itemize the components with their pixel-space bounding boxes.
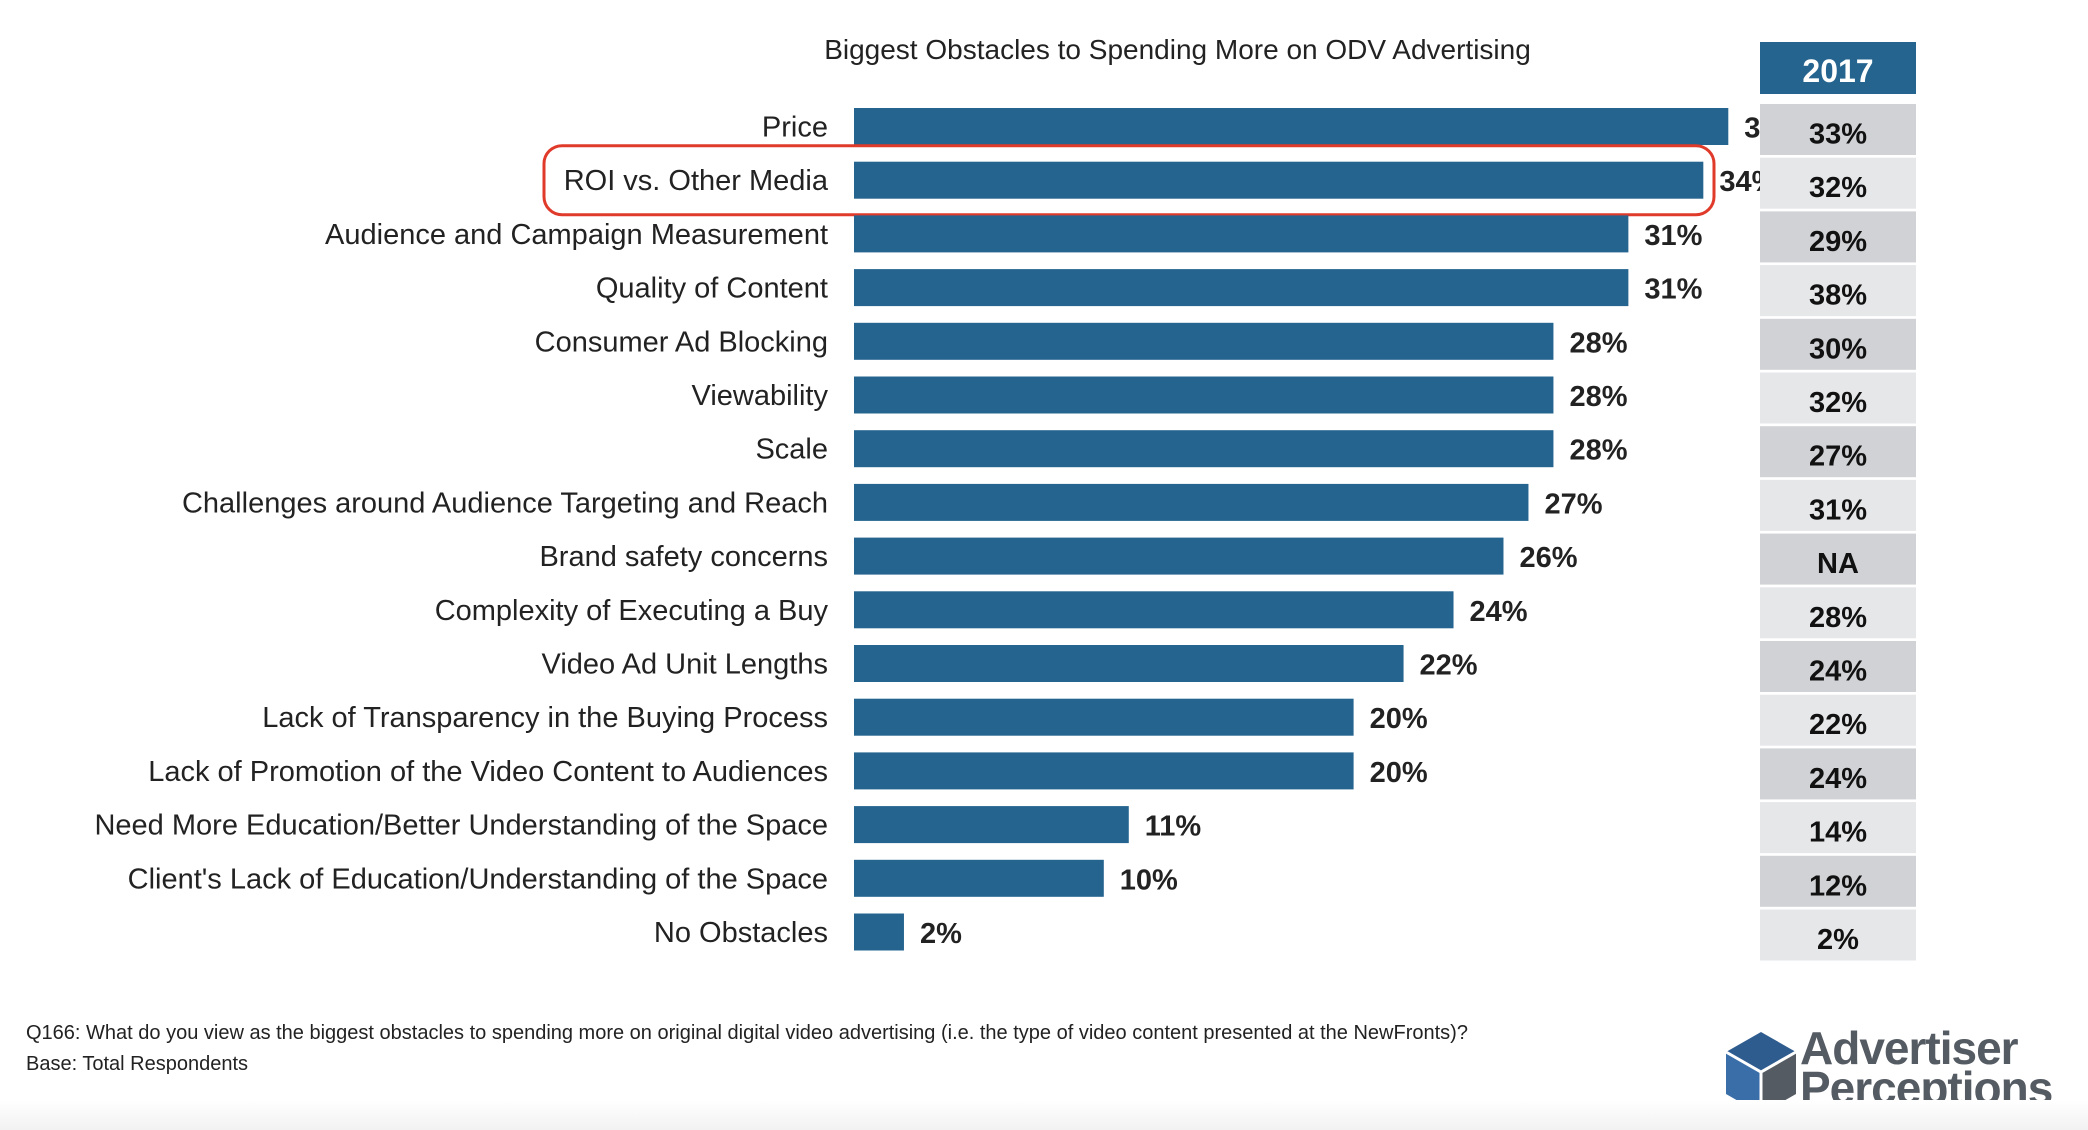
category-label: Viewability	[692, 380, 829, 412]
bar	[854, 537, 1504, 575]
comparison-cell	[1760, 318, 1916, 370]
comparison-cell	[1760, 157, 1916, 209]
category-label: Complexity of Executing a Buy	[435, 595, 829, 627]
comparison-value: 27%	[1809, 441, 1867, 473]
footnote: Q166: What do you view as the biggest ob…	[26, 1020, 1486, 1078]
comparison-cell	[1760, 265, 1916, 317]
value-label: 31%	[1644, 220, 1702, 252]
comparison-cell	[1760, 641, 1916, 692]
category-label: Lack of Promotion of the Video Content t…	[148, 756, 828, 788]
highlight-outline	[542, 144, 1716, 217]
comparison-value: 38%	[1809, 280, 1867, 312]
bar	[854, 322, 1554, 360]
value-label: 20%	[1370, 757, 1428, 789]
comparison-value: 24%	[1809, 656, 1867, 688]
comparison-cell	[1760, 909, 1916, 961]
value-label: 31%	[1644, 274, 1702, 306]
value-label: 11%	[1145, 811, 1202, 843]
comparison-value: 31%	[1809, 494, 1867, 526]
category-label: Consumer Ad Blocking	[535, 326, 828, 358]
comparison-value: 28%	[1809, 602, 1867, 634]
comparison-cell	[1760, 748, 1916, 800]
comparison-value: 32%	[1809, 172, 1867, 204]
comparison-cell	[1760, 855, 1916, 907]
bar	[854, 645, 1404, 682]
bar	[854, 698, 1354, 736]
value-label: 24%	[1470, 596, 1528, 628]
comparison-value: 33%	[1809, 119, 1867, 151]
value-label: 10%	[1120, 864, 1178, 896]
comparison-value: 30%	[1809, 333, 1867, 365]
footnote-question: Q166: What do you view as the biggest ob…	[26, 1022, 1468, 1044]
category-label: Video Ad Unit Lengths	[542, 649, 828, 681]
category-label: Scale	[755, 434, 828, 466]
bar	[854, 483, 1529, 521]
bar	[854, 913, 904, 951]
comparison-value: 22%	[1809, 709, 1867, 741]
comparison-value: 24%	[1809, 763, 1867, 795]
category-label: Challenges around Audience Targeting and…	[182, 487, 828, 519]
category-label: Audience and Campaign Measurement	[325, 219, 828, 251]
comparison-cell	[1760, 372, 1916, 424]
category-label: Quality of Content	[596, 273, 828, 305]
category-label: No Obstacles	[654, 917, 828, 949]
bar	[854, 430, 1554, 468]
value-label: 26%	[1519, 542, 1577, 574]
bar	[854, 806, 1129, 844]
comparison-cell	[1760, 479, 1916, 531]
comparison-cell	[1760, 587, 1916, 639]
category-label: Need More Education/Better Understanding…	[94, 810, 828, 842]
category-label: Lack of Transparency in the Buying Proce…	[262, 702, 828, 734]
category-label: Brand safety concerns	[539, 541, 828, 573]
comparison-cell	[1760, 426, 1916, 478]
comparison-value: 32%	[1809, 387, 1867, 419]
comparison-header-cell	[1760, 42, 1916, 94]
comparison-value: 2%	[1817, 924, 1859, 956]
comparison-cell	[1760, 211, 1916, 263]
footnote-base: Base: Total Respondents	[26, 1053, 249, 1075]
comparison-value: 29%	[1809, 226, 1867, 258]
comparison-column-2017: 2017 33% 32% 29% 38% 30% 32% 27% 31% NA 28% 24% 22% 2…	[1760, 42, 1916, 961]
value-label: 28%	[1569, 435, 1627, 467]
logo-text-line1: Advertiser	[1800, 1022, 2019, 1074]
bar	[854, 752, 1354, 790]
bar	[854, 161, 1704, 199]
value-label: 27%	[1544, 488, 1602, 520]
category-label: Price	[762, 112, 828, 144]
category-label: ROI vs. Other Media	[564, 165, 829, 197]
value-label: 20%	[1370, 703, 1428, 735]
value-label: 28%	[1569, 327, 1627, 359]
bar	[854, 108, 1729, 145]
comparison-header-label: 2017	[1802, 53, 1873, 89]
comparison-cell	[1760, 104, 1916, 155]
bar	[854, 376, 1554, 414]
comparison-value: 12%	[1809, 870, 1867, 902]
value-label: 22%	[1420, 650, 1478, 682]
bar	[854, 215, 1629, 253]
bar	[854, 859, 1104, 897]
chart-title: Biggest Obstacles to Spending More on OD…	[824, 34, 1531, 65]
comparison-cell	[1760, 694, 1916, 746]
comparison-value: 14%	[1809, 817, 1867, 849]
bar	[854, 591, 1454, 629]
value-label: 2%	[920, 918, 962, 950]
value-label: 28%	[1569, 381, 1627, 413]
comparison-cell	[1760, 802, 1916, 854]
bar	[854, 269, 1629, 307]
comparison-value: NA	[1817, 548, 1859, 580]
cube-logo-icon	[1725, 1032, 1797, 1114]
bottom-band	[0, 1100, 2088, 1130]
category-label: Client's Lack of Education/Understanding…	[128, 863, 828, 895]
comparison-cell	[1760, 533, 1916, 585]
